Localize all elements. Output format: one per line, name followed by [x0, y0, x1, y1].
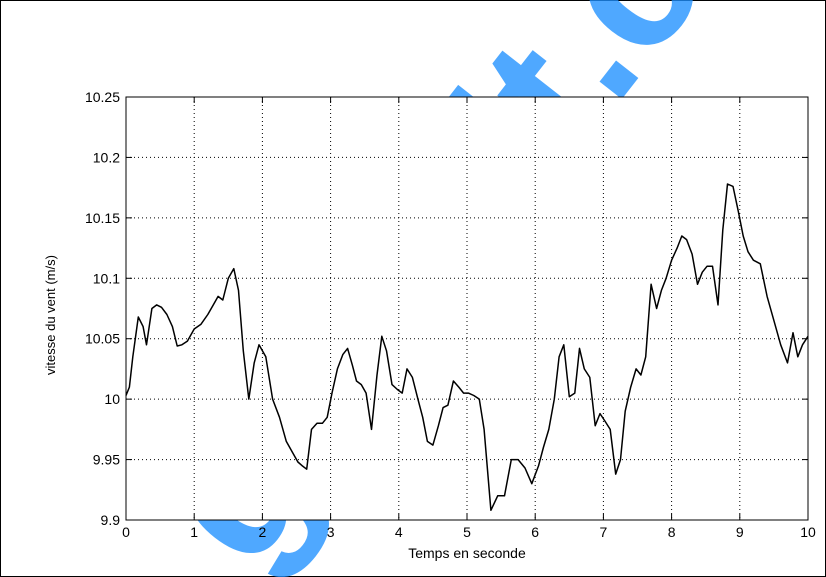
x-tick-label: 3 [327, 524, 335, 540]
grid-lines [126, 97, 808, 520]
y-tick-label: 9.9 [101, 512, 121, 528]
x-tick-label: 6 [531, 524, 539, 540]
x-axis-ticks: 0 1 2 3 4 5 6 7 8 9 10 [122, 97, 816, 540]
y-tick-label: 10.2 [93, 149, 120, 165]
series-group [125, 183, 809, 512]
y-tick-label: 10.15 [85, 210, 120, 226]
x-tick-label: 7 [600, 524, 608, 540]
y-tick-label: 10.05 [85, 331, 120, 347]
y-axis-ticks: 9.9 9.95 10 10.05 10.1 10.15 10.2 10.25 [85, 89, 808, 528]
x-tick-label: 2 [259, 524, 267, 540]
x-tick-label: 4 [395, 524, 403, 540]
y-axis-label: vitesse du vent (m/s) [43, 255, 58, 375]
x-tick-label: 10 [800, 524, 816, 540]
plot-area [126, 97, 808, 520]
x-tick-label: 5 [463, 524, 471, 540]
x-axis-label: Temps en seconde [408, 545, 526, 561]
y-tick-label: 10.1 [93, 270, 120, 286]
y-tick-label: 10.25 [85, 89, 120, 105]
x-tick-label: 1 [190, 524, 198, 540]
x-tick-label: 0 [122, 524, 130, 540]
plot-background [126, 97, 808, 520]
y-tick-label: 10 [104, 391, 120, 407]
x-tick-label: 9 [736, 524, 744, 540]
y-tick-label: 9.95 [93, 452, 120, 468]
series-line [125, 183, 809, 512]
x-tick-label: 8 [668, 524, 676, 540]
